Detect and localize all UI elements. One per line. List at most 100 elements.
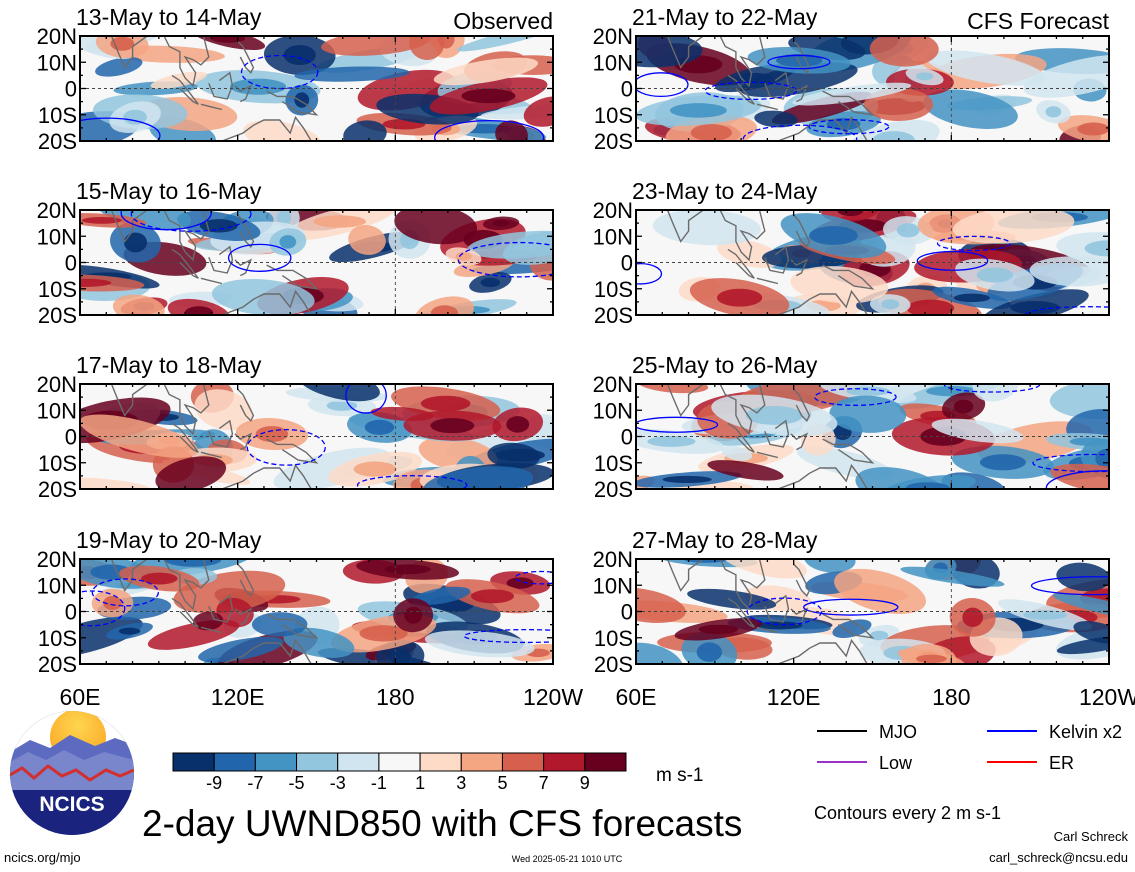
wind-field [636, 559, 1109, 664]
y-tick-label: 10N [37, 573, 77, 598]
logo-text: NCICS [39, 793, 104, 816]
coastlines [666, 36, 875, 141]
colorbar-swatch [584, 752, 627, 772]
panel-ticks [635, 209, 1110, 316]
x-tick-label: 120W [1079, 684, 1135, 710]
x-axis-layer: 60E 120E 180 120W 60E 120E 180 120W [60, 684, 1135, 710]
colorbar-swatch [254, 752, 298, 772]
panel-date-label: 19-May to 20-May [76, 527, 262, 553]
footer-author: Carl Schreck [1054, 829, 1129, 844]
panel-date-label: 17-May to 18-May [76, 352, 262, 378]
panel-date-label: 13-May to 14-May [76, 4, 262, 30]
panel-date-label: 23-May to 24-May [632, 178, 818, 204]
colorbar-label: -3 [330, 773, 346, 793]
contour-legend: MJO Kelvin x2 Low ER [817, 722, 1122, 773]
y-tick-label: 0 [65, 600, 77, 625]
y-tick-label: 20S [594, 652, 633, 677]
y-tick-label: 20N [593, 547, 633, 572]
colorbar-units: m s-1 [656, 765, 704, 786]
panel-date-label: 15-May to 16-May [76, 178, 262, 204]
legend-label: ER [1049, 753, 1074, 773]
y-tick-label: 20S [594, 477, 633, 502]
y-tick-label: 10N [593, 224, 633, 249]
y-tick-label: 20N [37, 372, 77, 397]
y-tick-label: 10S [38, 451, 77, 476]
colorbar-swatch [213, 752, 256, 772]
wind-field [636, 210, 1109, 315]
panel-ticks [79, 558, 554, 665]
coastlines [666, 559, 875, 664]
wind-field [636, 36, 1109, 141]
coastlines [110, 559, 319, 664]
colorbar-label: -9 [206, 773, 222, 793]
y-tick-label: 10S [594, 626, 633, 651]
y-tick-label: 20N [37, 198, 77, 223]
y-tick-label: 10N [37, 50, 77, 75]
colorbar-label: 3 [456, 773, 466, 793]
colorbar-layer: -9 -7 -5 -3 -1 1 3 5 7 9 [172, 752, 627, 793]
kelvin-contours [80, 570, 553, 644]
y-tick-label: 10N [593, 50, 633, 75]
colorbar-swatch [337, 752, 380, 772]
colorbar-swatch [296, 752, 339, 772]
legend-label: MJO [879, 722, 917, 742]
y-tick-label: 0 [621, 600, 633, 625]
wind-field [80, 210, 553, 315]
wind-field [80, 384, 553, 489]
coastlines [110, 36, 319, 141]
colorbar-label: 7 [539, 773, 549, 793]
colorbar-label: -5 [289, 773, 305, 793]
y-tick-label: 0 [65, 425, 77, 450]
y-tick-label: 0 [65, 251, 77, 276]
y-tick-label: 20N [37, 24, 77, 49]
y-tick-label: 10S [38, 626, 77, 651]
y-tick-label: 20N [593, 24, 633, 49]
legend-label: Low [879, 753, 913, 773]
kelvin-contours [120, 210, 553, 278]
colorbar-label: -1 [371, 773, 387, 793]
y-tick-label: 10S [38, 103, 77, 128]
y-tick-label: 0 [621, 425, 633, 450]
y-tick-label: 10S [594, 103, 633, 128]
panel-source-tag: CFS Forecast [967, 8, 1109, 34]
y-tick-label: 0 [65, 77, 77, 102]
kelvin-contours [636, 54, 890, 141]
coastlines [666, 210, 875, 315]
footer-email[interactable]: carl_schreck@ncsu.edu [989, 850, 1128, 865]
y-tick-label: 20N [593, 198, 633, 223]
y-tick-label: 10N [37, 224, 77, 249]
legend-label: Kelvin x2 [1049, 722, 1122, 742]
panel-date-label: 25-May to 26-May [632, 352, 818, 378]
colorbar-swatch [172, 752, 215, 772]
wind-field [636, 384, 1109, 489]
x-tick-label: 60E [60, 684, 101, 710]
footer-url[interactable]: ncics.org/mjo [4, 850, 81, 865]
colorbar-swatch [378, 752, 421, 772]
colorbar-swatch [543, 752, 586, 772]
panel-source-tag: Observed [453, 8, 553, 34]
y-tick-label: 20S [38, 303, 77, 328]
panel-date-label: 21-May to 22-May [632, 4, 818, 30]
kelvin-contours [246, 384, 468, 489]
chart-title: 2-day UWND850 with CFS forecasts [142, 803, 742, 844]
x-tick-label: 120W [523, 684, 583, 710]
colorbar-swatch [419, 752, 462, 772]
panel-ticks [79, 383, 554, 490]
ncics-logo: NCICS [10, 711, 134, 835]
coastlines [666, 384, 875, 489]
panel-ticks [635, 383, 1110, 490]
wind-field [80, 36, 553, 141]
y-tick-label: 20N [593, 372, 633, 397]
y-tick-label: 0 [621, 77, 633, 102]
y-tick-label: 10N [593, 398, 633, 423]
colorbar-swatch [460, 752, 503, 772]
x-tick-label: 120E [211, 684, 265, 710]
